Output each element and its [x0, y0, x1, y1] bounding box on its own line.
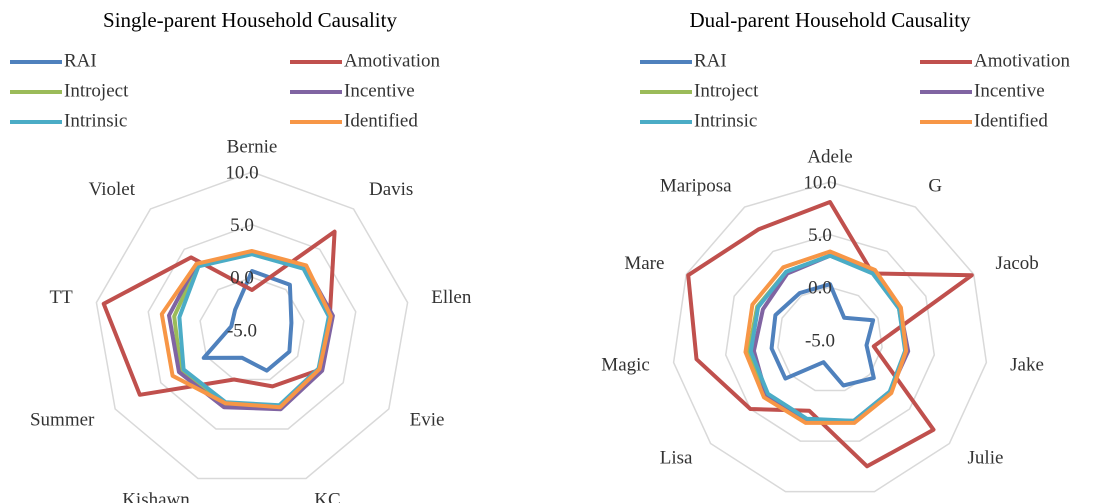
grid-ring: [672, 181, 988, 493]
category-label: Lisa: [660, 448, 693, 469]
category-label: KC: [314, 489, 340, 503]
legend-label: Identified: [974, 110, 1048, 131]
radar-chart: Dual-parent Household Causality Adele G Jac…: [601, 8, 1070, 503]
r-tick-label: 0.0: [808, 278, 832, 299]
grid-ring: [95, 171, 409, 480]
category-label: Adele: [807, 146, 852, 167]
category-label: Magic: [601, 354, 650, 375]
r-tick-label: 0.0: [230, 268, 254, 289]
r-tick-label: 10.0: [225, 162, 258, 183]
grid-ring: [147, 223, 357, 430]
series-line: [159, 249, 333, 410]
category-label: Julie: [968, 448, 1004, 469]
category-label: TT: [50, 287, 74, 308]
legend-label: RAI: [694, 50, 727, 71]
grid-ring: [724, 233, 936, 442]
series-line: [201, 269, 294, 373]
r-tick-label: -5.0: [805, 330, 835, 351]
legend-label: RAI: [64, 50, 97, 71]
category-label: Evie: [410, 409, 445, 430]
category-label: Jake: [1010, 354, 1044, 375]
r-tick-label: 5.0: [230, 215, 254, 236]
category-label: Violet: [89, 179, 136, 200]
grid-ring: [777, 286, 883, 392]
category-label: Ellen: [431, 287, 472, 308]
legend-label: Incentive: [974, 80, 1045, 101]
r-tick-label: 5.0: [808, 225, 832, 246]
radar-chart: Single-parent Household Causality Bernie D…: [10, 8, 472, 503]
category-label: Kishawn: [122, 489, 190, 503]
category-label: Summer: [30, 409, 95, 430]
series-line: [101, 229, 337, 397]
legend-label: Amotivation: [974, 50, 1071, 71]
series-line: [686, 200, 974, 469]
series-line: [743, 249, 909, 425]
chart-title: Dual-parent Household Causality: [689, 8, 971, 32]
r-tick-label: 10.0: [803, 172, 836, 193]
grid-ring: [199, 276, 305, 381]
legend-label: Intrinsic: [64, 110, 127, 131]
category-label: Davis: [369, 179, 413, 200]
legend-label: Amotivation: [344, 50, 441, 71]
category-label: Mare: [624, 253, 664, 274]
series-line: [769, 282, 876, 388]
legend-label: Incentive: [344, 80, 415, 101]
legend-label: Intrinsic: [694, 110, 757, 131]
category-label: G: [928, 175, 942, 196]
legend-label: Introject: [64, 80, 129, 101]
series-line: [748, 253, 908, 423]
category-label: Bernie: [227, 136, 278, 157]
r-tick-label: -5.0: [227, 320, 257, 341]
legend-label: Introject: [694, 80, 759, 101]
chart-title: Single-parent Household Causality: [103, 8, 397, 32]
legend-label: Identified: [344, 110, 418, 131]
category-label: Jacob: [996, 253, 1039, 274]
category-label: Mariposa: [660, 175, 732, 196]
